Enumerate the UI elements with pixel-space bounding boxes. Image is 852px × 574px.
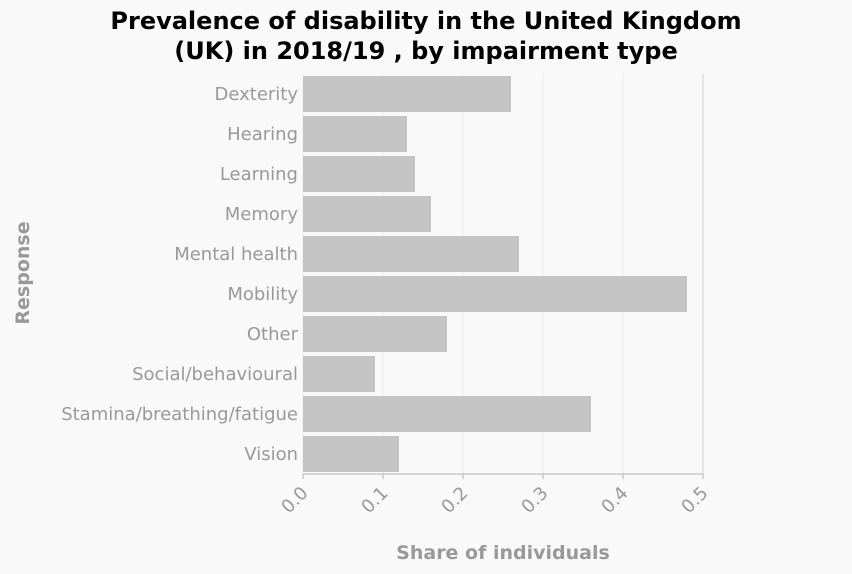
bar-memory bbox=[303, 196, 431, 232]
y-tick-label: Social/behavioural bbox=[132, 364, 298, 385]
y-tick-label: Vision bbox=[244, 444, 298, 465]
bar-hearing bbox=[303, 116, 407, 152]
bar-mental-health bbox=[303, 236, 519, 272]
bar-mobility bbox=[303, 276, 687, 312]
y-tick-label: Other bbox=[247, 324, 299, 345]
y-tick-label: Hearing bbox=[227, 124, 298, 145]
x-axis-title: Share of individuals bbox=[396, 542, 610, 564]
bar-other bbox=[303, 316, 447, 352]
x-tick-label: 0.4 bbox=[597, 483, 632, 518]
y-tick-label: Dexterity bbox=[214, 84, 298, 105]
bar-learning bbox=[303, 156, 415, 192]
x-tick-label: 0.1 bbox=[357, 483, 392, 518]
chart-title-line-1: Prevalence of disability in the United K… bbox=[110, 7, 742, 35]
bar-vision bbox=[303, 436, 399, 472]
bar-stamina-breathing-fatigue bbox=[303, 396, 591, 432]
bar-dexterity bbox=[303, 76, 511, 112]
y-tick-label: Mental health bbox=[174, 244, 298, 265]
y-tick-label: Stamina/breathing/fatigue bbox=[61, 404, 298, 425]
x-tick-label: 0.5 bbox=[677, 483, 712, 518]
y-tick-label: Learning bbox=[220, 164, 298, 185]
y-axis-title: Response bbox=[12, 221, 34, 324]
chart-title: Prevalence of disability in the United K… bbox=[0, 6, 852, 66]
x-tick-label: 0.3 bbox=[517, 483, 552, 518]
bars bbox=[303, 76, 687, 472]
bar-social-behavioural bbox=[303, 356, 375, 392]
x-tick-label: 0.0 bbox=[277, 483, 312, 518]
chart-title-line-2: (UK) in 2018/19 , by impairment type bbox=[174, 37, 678, 65]
y-tick-label: Memory bbox=[225, 204, 299, 225]
y-tick-label: Mobility bbox=[227, 284, 298, 305]
axes bbox=[302, 74, 704, 479]
x-tick-label: 0.2 bbox=[437, 483, 472, 518]
